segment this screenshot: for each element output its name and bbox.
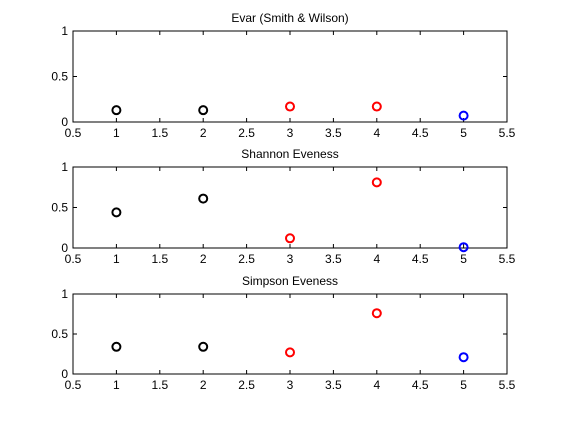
x-tick-label: 2.5 [238,126,255,140]
x-tick-label: 5.5 [499,126,516,140]
y-tick-label: 0.5 [51,201,68,215]
y-tick-label: 0.5 [51,70,68,84]
axes-frame [72,30,508,123]
x-tick-label: 5 [460,126,467,140]
y-tick-label: 0 [61,115,68,129]
subplot-shannon: Shannon Eveness 0.5 1 1.5 2 2.5 3 3.5 4 4.5 5 5.5 0… [51,147,515,266]
y-tick-label: 0.5 [51,327,68,341]
y-tick-label: 1 [61,287,68,301]
data-point [458,352,469,363]
x-tick-label: 5.5 [499,378,516,392]
y-tick-label: 0 [61,367,68,381]
data-point [111,105,122,116]
x-tick-label: 4 [373,126,380,140]
data-point [111,207,122,218]
data-point [198,341,209,352]
x-tick-label: 3.5 [325,126,342,140]
subplot-title: Shannon Eveness [241,147,338,161]
y-tick-label: 0 [61,241,68,255]
x-tick-label: 5 [460,378,467,392]
subplot-simpson: Simpson Eveness 0.5 1 1.5 2 2.5 3 3.5 4 4.5 5 5.5 0… [51,274,515,392]
data-point [371,177,382,188]
axes-frame [72,293,508,375]
x-tick-label: 1 [113,252,120,266]
y-tick-label: 1 [61,24,68,38]
x-tick-label: 2.5 [238,252,255,266]
x-tick-label: 5.5 [499,252,516,266]
x-tick-label: 0.5 [65,252,82,266]
x-tick-label: 2.5 [238,378,255,392]
x-tick-label: 4 [373,378,380,392]
x-tick-label: 5 [460,252,467,266]
x-tick-label: 4.5 [412,126,429,140]
data-point [285,101,295,112]
x-tick-label: 1.5 [151,252,168,266]
subplot-evar: Evar (Smith & Wilson) 0.5 1 1.5 2 2.5 3 3.5 4 4.… [51,11,515,140]
data-point [458,110,469,121]
axes-frame [72,166,508,249]
data-point [285,347,295,358]
x-tick-label: 0.5 [65,378,82,392]
x-tick-label: 4 [373,252,380,266]
data-point [111,341,122,352]
x-tick-label: 4.5 [412,378,429,392]
x-tick-label: 2 [200,252,207,266]
x-tick-label: 1.5 [151,378,168,392]
data-point [458,242,469,253]
x-tick-label: 3 [287,252,294,266]
x-tick-label: 3 [287,126,294,140]
y-tick-label: 1 [61,160,68,174]
x-tick-label: 2 [200,378,207,392]
data-point [371,308,382,319]
x-tick-label: 1 [113,378,120,392]
subplot-title: Evar (Smith & Wilson) [231,11,348,25]
data-point [285,233,295,244]
x-tick-label: 1 [113,126,120,140]
x-tick-label: 4.5 [412,252,429,266]
x-tick-label: 3.5 [325,252,342,266]
x-tick-label: 3.5 [325,378,342,392]
x-tick-label: 2 [200,126,207,140]
data-point [198,193,209,204]
data-point [198,105,209,116]
subplot-title: Simpson Eveness [242,274,338,288]
x-tick-label: 0.5 [65,126,82,140]
x-tick-label: 3 [287,378,294,392]
data-point [371,101,382,112]
x-tick-label: 1.5 [151,126,168,140]
